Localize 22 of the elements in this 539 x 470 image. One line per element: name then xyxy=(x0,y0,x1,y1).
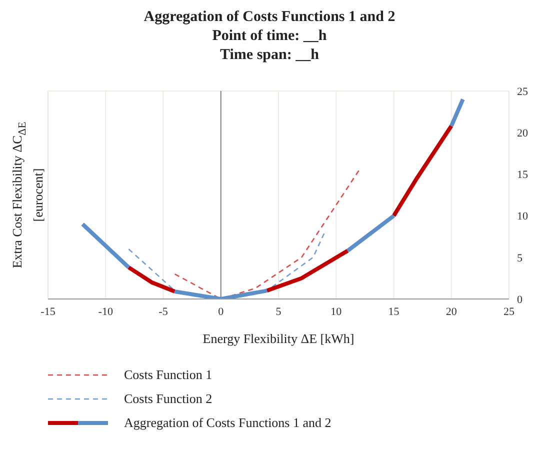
x-tick-label: 25 xyxy=(504,306,515,318)
y-tick-label: 5 xyxy=(517,252,523,264)
x-tick-label: 5 xyxy=(276,306,282,318)
chart-subtitle: Point of time: __h Time span: __h xyxy=(211,27,328,65)
x-tick-label: 0 xyxy=(218,306,224,318)
legend-label: Costs Function 1 xyxy=(124,367,212,383)
y-tick-label: 10 xyxy=(517,210,528,223)
x-tick-label: -10 xyxy=(98,306,114,318)
x-tick-label: 15 xyxy=(388,306,400,318)
x-tick-label: 10 xyxy=(330,306,342,318)
x-tick-label: 20 xyxy=(446,306,458,318)
y-tick-label: 15 xyxy=(517,169,528,182)
legend-label: Aggregation of Costs Functions 1 and 2 xyxy=(124,415,332,431)
x-axis-title: Energy Flexibility ΔE [kWh] xyxy=(202,331,354,346)
x-tick-label: -5 xyxy=(158,306,168,318)
y-tick-label: 0 xyxy=(517,294,523,306)
legend-label: Costs Function 2 xyxy=(124,391,212,407)
y-tick-label: 20 xyxy=(517,128,528,140)
y-tick-label: 25 xyxy=(517,86,528,98)
line-series xyxy=(174,169,360,299)
chart-title: Aggregation of Costs Functions 1 and 2 xyxy=(142,8,396,27)
x-tick-label: -15 xyxy=(40,306,56,318)
